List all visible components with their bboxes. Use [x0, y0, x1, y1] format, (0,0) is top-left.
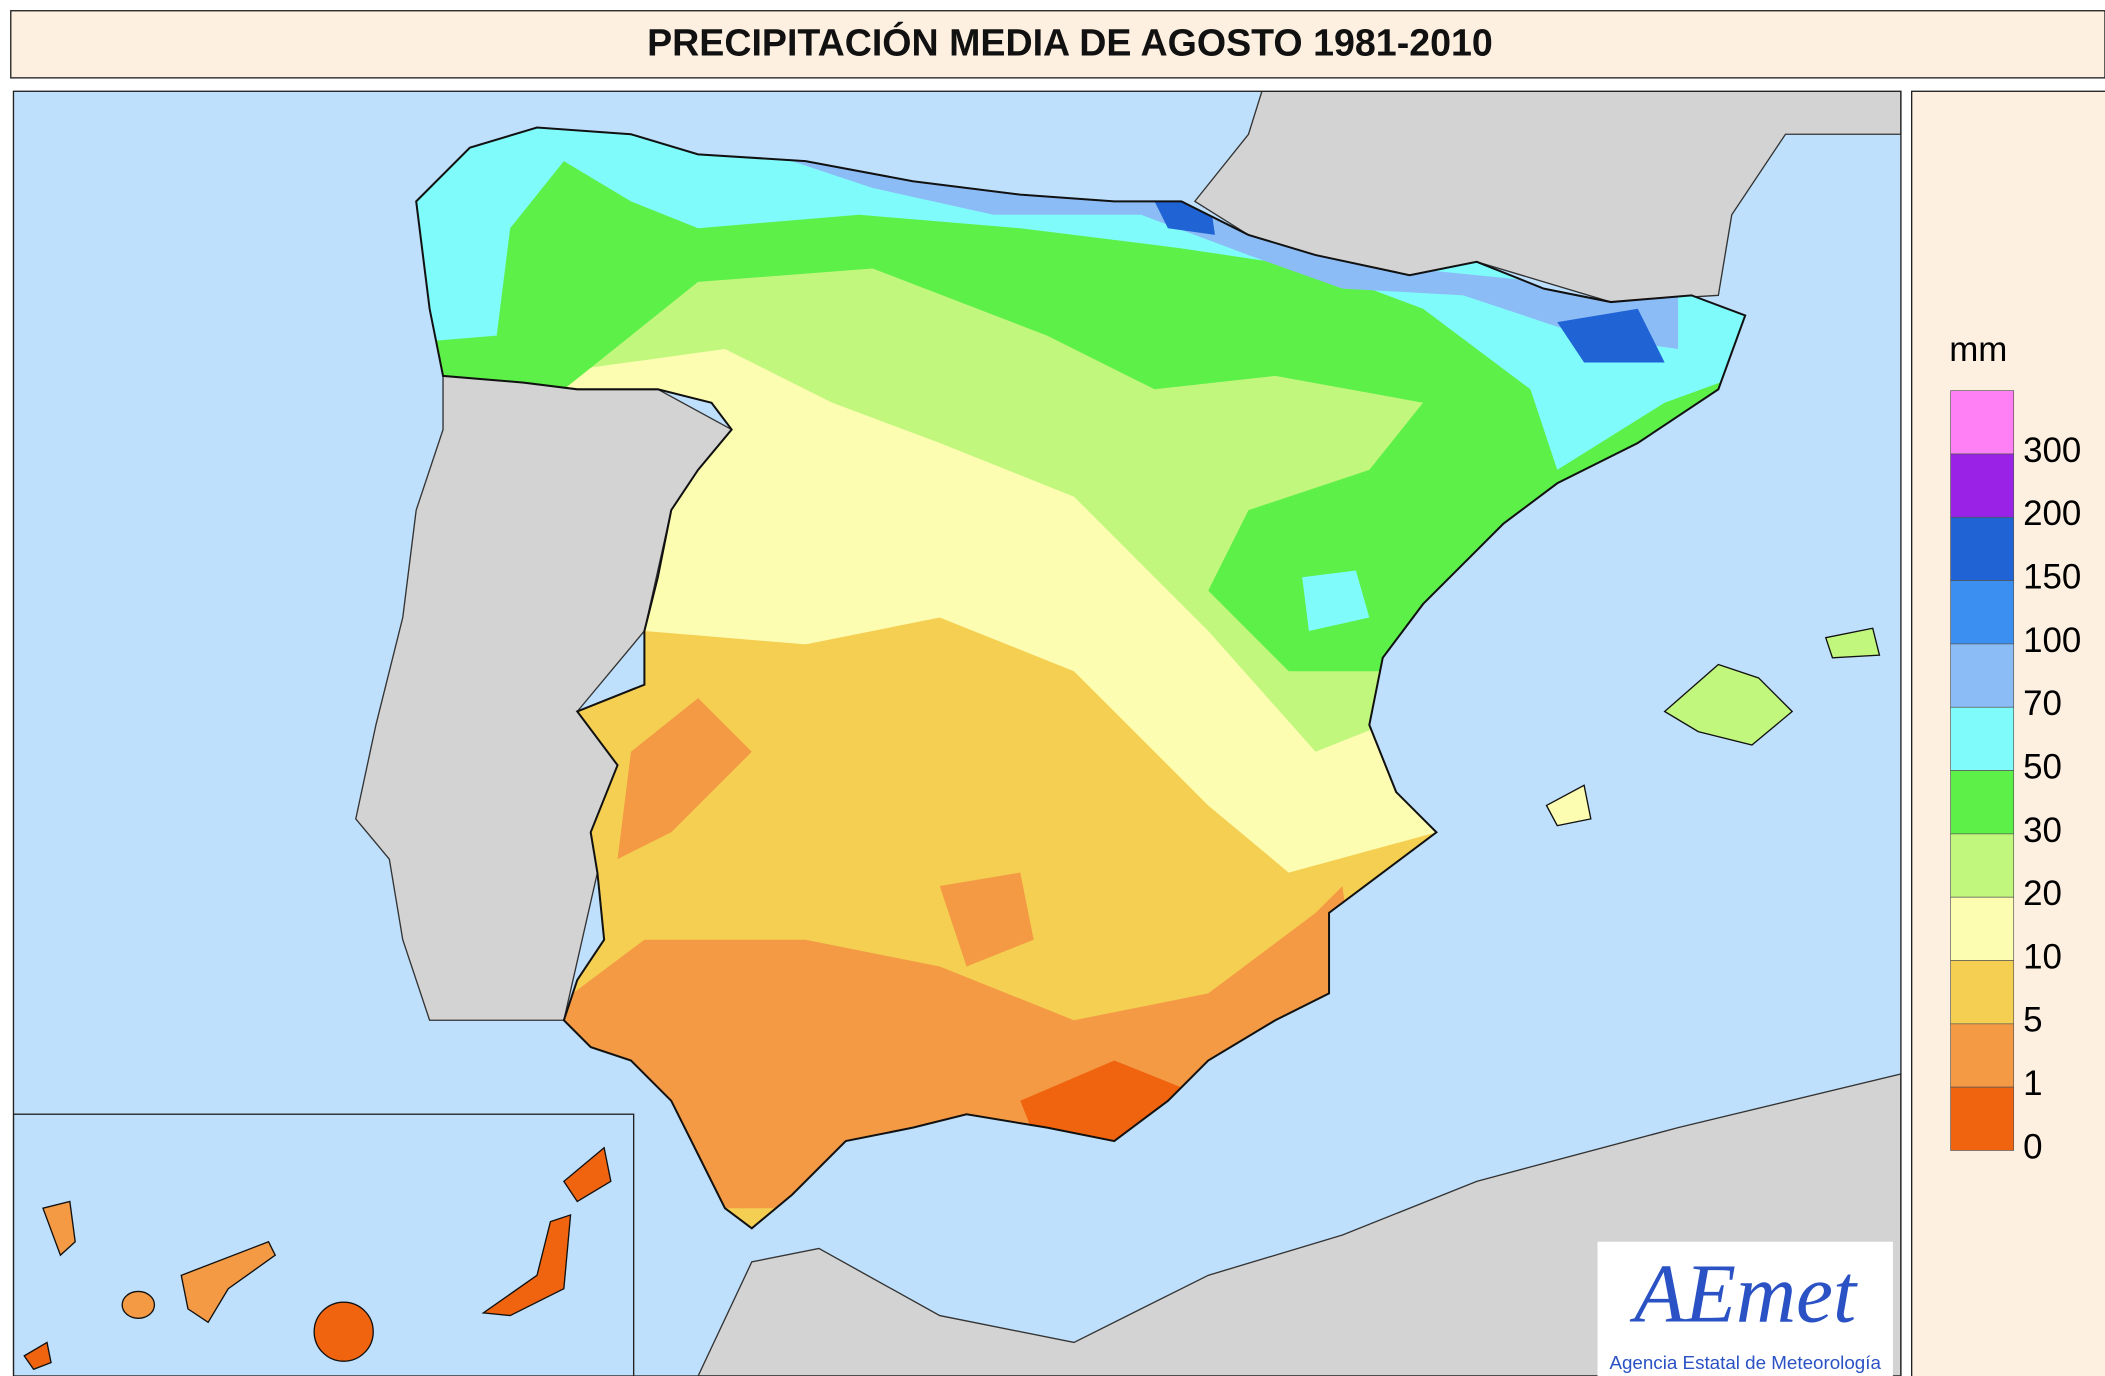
mallorca [1663, 663, 1794, 746]
ibiza [1545, 784, 1592, 827]
legend-swatch [1950, 516, 2015, 581]
zone [630, 127, 1679, 350]
legend-tick-label: 10 [2023, 937, 2062, 976]
legend-swatch [1950, 390, 2015, 455]
menorca [1824, 627, 1881, 659]
legend-tick-label: 5 [2023, 1001, 2042, 1040]
island [481, 1213, 572, 1317]
legend-swatch [1950, 1086, 2015, 1151]
logo-name: AEmet [1629, 1248, 1858, 1340]
legend-swatch [1950, 643, 2015, 708]
legend-swatch [1950, 706, 2015, 771]
legend-swatch [1950, 960, 2015, 1025]
legend-swatch [1950, 1023, 2015, 1088]
island [42, 1200, 76, 1257]
title-bar [10, 10, 2105, 79]
legend-tick-label: 70 [2023, 684, 2062, 723]
zone [1302, 570, 1370, 631]
legend-swatch [1950, 833, 2015, 898]
title: PRECIPITACIÓN MEDIA DE AGOSTO 1981-2010 [647, 22, 1493, 64]
legend-swatch [1950, 580, 2015, 645]
zone [617, 698, 1356, 994]
legend-unit: mm [1949, 330, 2007, 369]
map [13, 91, 1901, 1376]
logo-subtitle: Agencia Estatal de Meteorología [1609, 1352, 1881, 1373]
island [23, 1341, 52, 1371]
island [180, 1240, 277, 1324]
legend-swatch [1950, 453, 2015, 518]
map-frame [12, 90, 1902, 1376]
legend-tick-label: 30 [2023, 811, 2062, 850]
island [313, 1301, 374, 1362]
legend-swatch [1950, 770, 2015, 835]
legend-tick-label: 1 [2023, 1064, 2042, 1103]
legend-tick-label: 100 [2023, 621, 2081, 660]
island [121, 1290, 156, 1319]
legend-tick-label: 0 [2023, 1127, 2042, 1166]
legend-tick-label: 200 [2023, 494, 2081, 533]
legend-tick-label: 50 [2023, 747, 2062, 786]
island [562, 1146, 612, 1203]
logo-box [1597, 1241, 1893, 1376]
legend-swatch [1950, 896, 2015, 961]
legend-tick-label: 150 [2023, 557, 2081, 596]
legend-tick-label: 20 [2023, 874, 2062, 913]
legend-tick-label: 300 [2023, 431, 2081, 470]
spain-outline [415, 126, 1747, 1230]
